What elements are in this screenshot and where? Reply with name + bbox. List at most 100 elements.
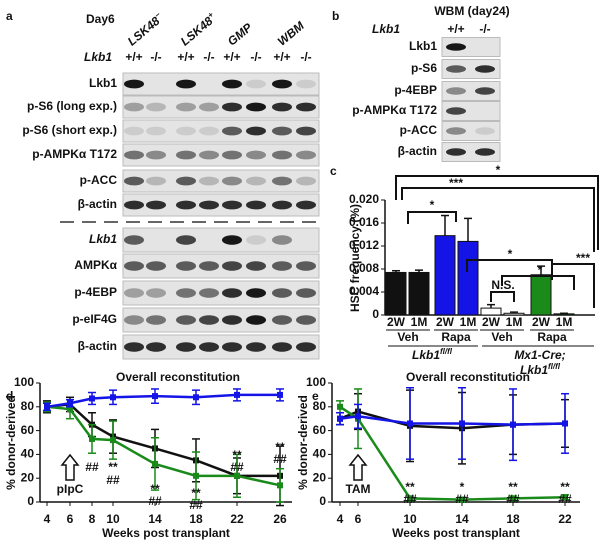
blot-b-band (446, 43, 466, 51)
bar (408, 271, 430, 316)
point (67, 406, 73, 413)
y-tick-label: 100 (14, 375, 34, 389)
panel-label: d (6, 389, 13, 403)
blot-a-strip (122, 143, 320, 167)
point (407, 495, 413, 502)
y-tick-label: 0.020 (349, 192, 379, 206)
blot-a-band (222, 126, 242, 136)
blot-a-band (272, 342, 292, 352)
significance-bracket (401, 187, 595, 252)
panel-label: c (330, 164, 337, 178)
x-tick-label: 6 (355, 512, 362, 526)
blot-a-band (124, 102, 144, 112)
blot-a-band (296, 79, 316, 89)
annotation: ** (232, 448, 242, 462)
genotype-label-main: Lkb1 (520, 363, 548, 377)
group-label: Veh (491, 330, 512, 344)
x-tick-label: 22 (230, 512, 244, 526)
annotation: ## (506, 492, 520, 506)
blot-a-band (176, 126, 196, 136)
x-tick-label: 2W (532, 315, 551, 329)
genotype-label: Lkb1 (372, 22, 400, 36)
point (110, 437, 116, 444)
row-label: p-4EBP (394, 83, 437, 97)
blot-a-strip (122, 193, 320, 217)
blot-a-band (146, 126, 166, 136)
annotation: ## (273, 452, 287, 466)
treatment-label: pIpC (57, 482, 84, 496)
genotype-label: Lkb1 (84, 50, 112, 64)
significance-bracket (551, 263, 595, 308)
blot-a-band (272, 176, 292, 186)
row-label: β-actin (398, 144, 437, 158)
blot-a-band (246, 102, 266, 112)
point (337, 403, 343, 410)
blot-a-strip (122, 227, 320, 253)
blot-a-band (176, 200, 196, 210)
point (193, 394, 199, 401)
blot-a-band (199, 102, 219, 112)
genotype: -/- (203, 50, 214, 64)
annotation: ## (230, 460, 244, 474)
series-line (46, 405, 281, 487)
y-tick-label: 0.016 (349, 215, 379, 229)
blot-a-band (124, 288, 144, 298)
annotation: * (430, 198, 435, 212)
blot-a-band (272, 126, 292, 136)
x-tick-label: 26 (273, 512, 287, 526)
genotype: +/+ (273, 50, 290, 64)
blot-a-band (176, 235, 196, 245)
row-label: β-actin (78, 197, 117, 211)
blot-a-band (146, 288, 166, 298)
blot-a-band (146, 315, 166, 325)
blot-a-band (146, 102, 166, 112)
blot-a-band (222, 235, 242, 245)
blot-b-strip (441, 101, 501, 121)
blot-a-strip (122, 72, 320, 96)
blot-a-band (296, 315, 316, 325)
blot-a-band (199, 176, 219, 186)
blot-b-band (475, 148, 495, 156)
blot-a-band (246, 176, 266, 186)
group-label: Rapa (441, 330, 471, 344)
genotype-label: Lkb1fl/fl (412, 347, 453, 363)
annotation: * (460, 480, 465, 494)
row-label: AMPKα (74, 258, 117, 272)
x-tick-label: 2W (387, 315, 406, 329)
treatment-label: TAM (345, 482, 370, 496)
blot-a-band (176, 150, 196, 160)
y-tick-label: 80 (313, 399, 327, 413)
blot-a-band (222, 150, 242, 160)
point (459, 496, 465, 503)
point (562, 420, 568, 427)
x-axis-label: Weeks post transplant (102, 526, 230, 540)
blot-a-band (124, 126, 144, 136)
y-tick-label: 80 (21, 399, 35, 413)
genotype: -/- (300, 50, 311, 64)
genotype: +/+ (447, 22, 464, 36)
column-header-sup: − (153, 10, 163, 20)
blot-b-band (446, 107, 466, 115)
blot-b-band (446, 148, 466, 156)
blot-a-band (222, 200, 242, 210)
blot-a-band (246, 315, 266, 325)
blot-a-band (296, 288, 316, 298)
y-tick-label: 0 (27, 494, 34, 508)
genotype: -/- (479, 22, 490, 36)
blot-a-band (124, 342, 144, 352)
blot-a-band (199, 200, 219, 210)
annotation: *** (449, 176, 463, 190)
bar (434, 235, 456, 316)
chart-title: Overall reconstitution (116, 370, 240, 384)
point (110, 394, 116, 401)
blot-a-band (124, 315, 144, 325)
y-tick-label: 0 (372, 307, 379, 321)
blot-a-band (296, 126, 316, 136)
blot-a-strip (122, 119, 320, 143)
blot-b-band (475, 65, 495, 73)
point (337, 415, 343, 422)
row-label: Lkb1 (89, 232, 117, 246)
significance-bracket (395, 175, 599, 250)
blot-a-band (146, 342, 166, 352)
